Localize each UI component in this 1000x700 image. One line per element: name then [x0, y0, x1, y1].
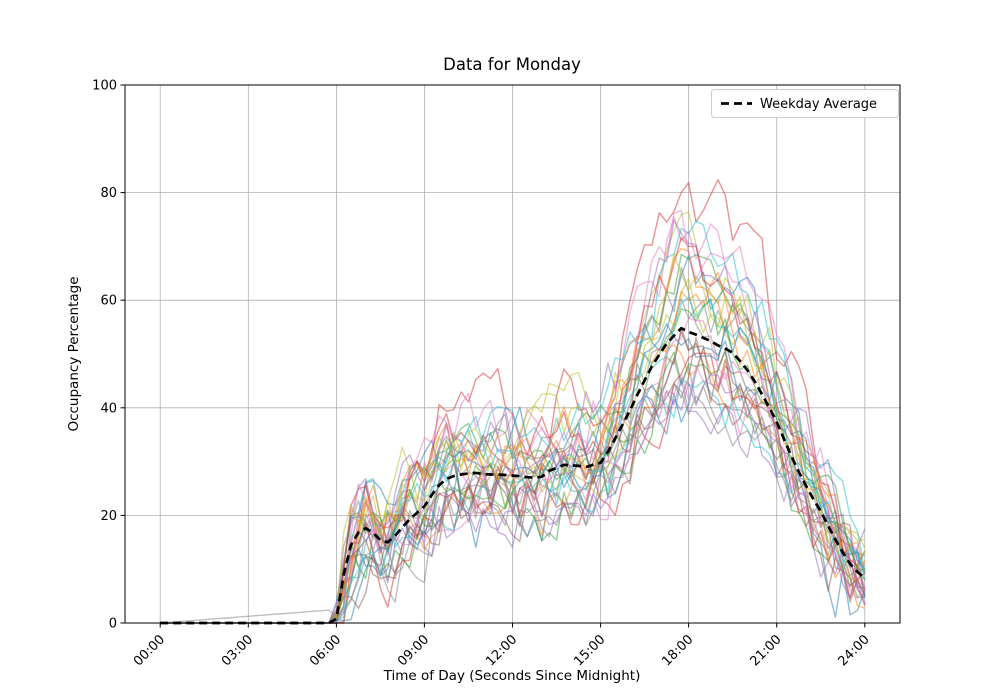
y-tick-label: 20	[100, 509, 117, 524]
y-tick-label: 40	[100, 401, 117, 416]
x-tick-label: 12:00	[483, 632, 520, 669]
grid-layer	[125, 84, 900, 624]
y-tick-label: 60	[100, 294, 117, 309]
legend-label: Weekday Average	[760, 97, 877, 112]
x-tick-label: 06:00	[307, 632, 344, 669]
x-tick-label: 21:00	[747, 632, 784, 669]
chart-title: Data for Monday	[443, 55, 581, 74]
y-tick-label: 100	[92, 79, 117, 94]
x-tick-label: 00:00	[131, 632, 168, 669]
x-tick-label: 18:00	[659, 632, 696, 669]
x-tick-label: 09:00	[395, 632, 432, 669]
y-axis-label: Occupancy Percentage	[66, 276, 82, 431]
x-tick-label: 03:00	[219, 632, 256, 669]
x-tick-label: 24:00	[836, 632, 873, 669]
individual-series-layer	[160, 178, 866, 624]
x-tick-label: 15:00	[571, 632, 608, 669]
legend: Weekday Average	[711, 89, 899, 118]
y-tick-label: 0	[109, 617, 117, 632]
legend-box	[711, 89, 899, 118]
x-axis-label: Time of Day (Seconds Since Midnight)	[383, 668, 641, 684]
y-tick-label: 80	[100, 186, 117, 201]
